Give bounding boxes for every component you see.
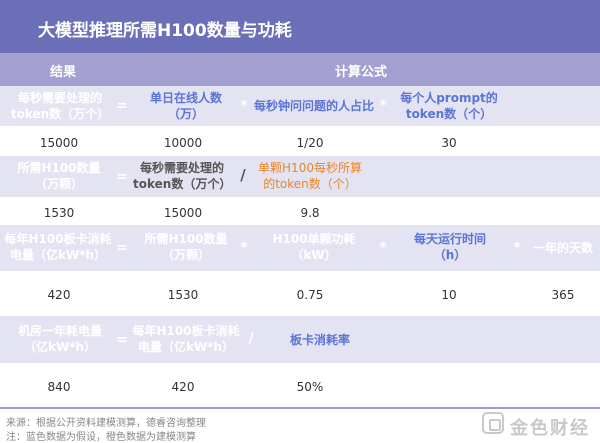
value-cell: 1530 (167, 288, 199, 302)
multiply-sign: * (379, 98, 387, 114)
term-tokens-per-second: 每秒需要处理的token数（万个） (133, 161, 232, 191)
term-h100-count: 所需H100数量（万颗） (144, 232, 228, 262)
equals-sign: = (116, 169, 128, 185)
value-cell: 10000 (163, 136, 203, 150)
multiply-sign: * (240, 98, 248, 114)
term-prompt-tokens: 每个人prompt的token数（个） (400, 91, 498, 121)
value-cell: 365 (551, 288, 575, 302)
result-label: 所需H100数量（万颗） (17, 161, 101, 191)
values-row-4: 840 420 50% (0, 363, 600, 407)
term-question-ratio: 每秒钟问问题的人占比 (253, 99, 374, 113)
formula-row-2: 所需H100数量（万颗） = 每秒需要处理的token数（万个） / 单颗H10… (0, 156, 600, 197)
value-cell: 1/20 (296, 136, 324, 150)
value-cell: 840 (47, 380, 71, 394)
result-label: 每年H100板卡消耗电量（亿kW*h） (4, 232, 112, 262)
multiply-sign: * (513, 240, 521, 256)
value-cell: 0.75 (296, 288, 324, 302)
value-cell: 420 (171, 380, 195, 394)
values-row-3: 420 1530 0.75 10 365 (0, 271, 600, 316)
multiply-sign: * (379, 240, 387, 256)
term-board-power: 每年H100板卡消耗电量（亿kW*h） (132, 324, 240, 354)
term-daily-runtime: 每天运行时间（h） (413, 232, 486, 262)
term-daily-users: 单日在线人数（万） (149, 91, 222, 121)
formula-row-4: 机房一年耗电量（亿kW*h） = 每年H100板卡消耗电量（亿kW*h） / 板… (0, 316, 600, 363)
divide-sign: / (248, 329, 254, 347)
term-h100-power: H100单颗功耗（kW） (272, 232, 356, 262)
result-label: 机房一年耗电量（亿kW*h） (17, 324, 102, 354)
value-cell: 15000 (39, 136, 79, 150)
result-label: 每秒需要处理的token数（万个） (10, 91, 110, 121)
header-formula: 计算公式 (335, 65, 388, 80)
term-h100-token-rate: 单颗H100每秒所算的token数（个） (258, 161, 362, 191)
equals-sign: = (116, 98, 128, 114)
logo-text: 金色财经 (510, 418, 590, 439)
page-title: 大模型推理所需H100数量与功耗 (0, 0, 600, 53)
term-board-consumption-rate: 板卡消耗率 (289, 333, 350, 347)
value-cell: 30 (441, 136, 457, 150)
term-days-per-year: 一年的天数 (532, 241, 593, 255)
value-cell: 420 (47, 288, 71, 302)
footer-divider (0, 407, 600, 409)
watermark-logo: 金色财经 (482, 406, 596, 439)
value-cell: 15000 (163, 206, 203, 220)
divide-sign: / (240, 166, 246, 184)
value-cell: 1530 (43, 206, 75, 220)
values-row-2: 1530 15000 9.8 (0, 197, 600, 225)
value-cell: 10 (441, 288, 457, 302)
legend-note: 注：蓝色数据为假设，橙色数据为建模测算 (6, 432, 196, 443)
value-cell: 50% (296, 380, 324, 394)
equals-sign: = (116, 332, 128, 348)
value-cell: 9.8 (300, 206, 320, 220)
logo-icon (482, 412, 504, 434)
equals-sign: = (116, 240, 128, 256)
source-note: 来源：根据公开资料建模测算，德睿咨询整理 (6, 418, 206, 429)
header-result: 结果 (50, 65, 77, 80)
formula-row-3: 每年H100板卡消耗电量（亿kW*h） = 所需H100数量（万颗） * H10… (0, 225, 600, 271)
multiply-sign: * (240, 240, 248, 256)
formula-row-1: 每秒需要处理的token数（万个） = 单日在线人数（万） * 每秒钟问问题的人… (0, 86, 600, 126)
table-header: 结果 计算公式 (0, 53, 600, 86)
values-row-1: 15000 10000 1/20 30 (0, 126, 600, 156)
